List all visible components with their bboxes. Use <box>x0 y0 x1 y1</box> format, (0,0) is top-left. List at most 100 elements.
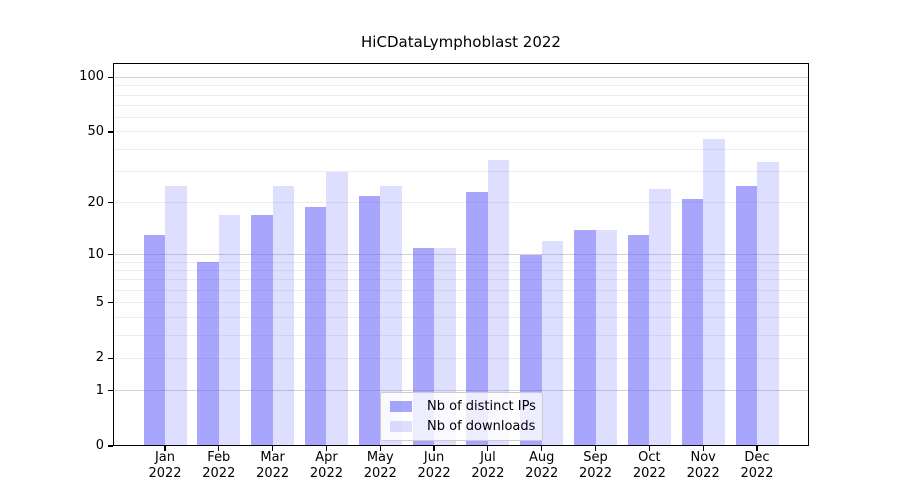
x-tick-label-may: May 2022 <box>352 450 408 481</box>
y-tick-label-0: 0 <box>95 438 104 453</box>
x-tick-year: 2022 <box>578 465 613 481</box>
x-tick-label-jul: Jul 2022 <box>460 450 516 481</box>
x-tick-month: Sep <box>583 450 608 465</box>
bar-ips-feb <box>197 262 219 446</box>
bar-ips-oct <box>627 235 650 446</box>
x-tick-month: Mar <box>260 450 285 465</box>
gridline-8 <box>113 270 809 272</box>
x-tick-year: 2022 <box>363 465 397 481</box>
x-tick-month: Dec <box>744 450 770 465</box>
bar-ips-may <box>358 195 381 446</box>
bar-downloads-sep <box>595 229 618 446</box>
y-tick-label-1: 1 <box>95 382 104 398</box>
legend-item-distinct-ips: Nb of distinct IPs <box>390 399 536 414</box>
bar-ips-jan <box>143 235 165 446</box>
y-tick-mark-5 <box>108 302 113 304</box>
legend-swatch-distinct-ips <box>390 401 412 412</box>
x-tick-year: 2022 <box>256 465 290 481</box>
bar-ips-sep <box>574 229 596 446</box>
x-tick-month: Apr <box>315 450 338 465</box>
x-tick-label-feb: Feb 2022 <box>191 450 247 481</box>
x-tick-year: 2022 <box>417 465 451 481</box>
x-tick-mark-dec <box>756 446 758 451</box>
gridline-2 <box>113 357 809 359</box>
y-tick-mark-2 <box>108 357 113 359</box>
x-tick-mark-nov <box>702 446 704 451</box>
x-tick-mark-oct <box>648 446 650 451</box>
x-tick-month: Aug <box>529 450 555 465</box>
y-tick-label-10: 10 <box>87 246 104 262</box>
x-tick-month: May <box>366 450 394 465</box>
x-tick-month: Jan <box>154 450 176 465</box>
x-tick-year: 2022 <box>202 465 236 481</box>
y-tick-label-20: 20 <box>87 194 104 210</box>
x-tick-mark-sep <box>594 446 597 451</box>
x-tick-mark-jan <box>164 446 166 451</box>
legend-label-downloads: Nb of downloads <box>427 419 536 434</box>
x-tick-mark-aug <box>541 446 543 451</box>
y-tick-mark-10 <box>108 253 113 256</box>
x-tick-mark-may <box>379 446 381 451</box>
bar-downloads-feb <box>218 215 241 446</box>
y-tick-mark-50 <box>108 131 113 133</box>
x-tick-label-mar: Mar 2022 <box>245 450 301 481</box>
bar-downloads-apr <box>326 171 348 446</box>
gridline-5 <box>113 302 809 304</box>
x-tick-label-nov: Nov 2022 <box>675 450 731 481</box>
bar-downloads-aug <box>541 241 564 446</box>
x-tick-label-jan: Jan 2022 <box>137 450 193 481</box>
gridline-10 <box>113 254 809 255</box>
y-tick-label-2: 2 <box>95 350 104 366</box>
x-tick-year: 2022 <box>686 465 720 481</box>
bar-ips-mar <box>251 215 273 446</box>
gridline-9 <box>113 261 809 263</box>
x-tick-label-jun: Jun 2022 <box>406 450 462 481</box>
bar-downloads-may <box>380 185 402 446</box>
bar-downloads-nov <box>703 138 725 446</box>
x-tick-label-apr: Apr 2022 <box>298 450 354 481</box>
bar-downloads-jan <box>165 185 187 446</box>
x-tick-mark-feb <box>218 446 220 451</box>
x-tick-year: 2022 <box>471 465 505 481</box>
gridline-90 <box>113 85 809 87</box>
legend-item-downloads: Nb of downloads <box>390 419 536 434</box>
x-tick-label-dec: Dec 2022 <box>729 450 785 481</box>
legend-label-distinct-ips: Nb of distinct IPs <box>427 399 536 414</box>
x-tick-year: 2022 <box>309 465 343 481</box>
x-tick-mark-jun <box>433 446 435 451</box>
gridline-60 <box>113 117 809 119</box>
gridline-6 <box>113 290 809 292</box>
y-tick-label-50: 50 <box>87 123 104 139</box>
x-tick-label-oct: Oct 2022 <box>621 450 677 481</box>
x-tick-mark-jul <box>487 446 489 451</box>
gridline-80 <box>113 94 809 96</box>
bar-ips-dec <box>735 185 757 446</box>
x-tick-year: 2022 <box>632 465 666 481</box>
y-tick-mark-100 <box>108 76 113 79</box>
gridline-30 <box>113 171 809 173</box>
x-tick-label-sep: Sep 2022 <box>568 450 624 481</box>
x-tick-month: Jun <box>423 450 445 465</box>
x-tick-label-aug: Aug 2022 <box>514 450 570 481</box>
x-tick-mark-mar <box>272 446 274 451</box>
gridline-4 <box>113 316 809 318</box>
gridline-70 <box>113 105 809 107</box>
x-tick-mark-apr <box>325 446 328 451</box>
bar-downloads-mar <box>272 185 295 446</box>
x-tick-year: 2022 <box>740 465 774 481</box>
gridline-50 <box>113 131 809 133</box>
gridline-1 <box>113 390 809 392</box>
bar-ips-jul <box>466 192 488 446</box>
x-tick-month: Oct <box>638 450 661 465</box>
chart-title: HiCDataLymphoblast 2022 <box>361 33 561 51</box>
y-tick-mark-1 <box>108 390 113 392</box>
x-tick-month: Nov <box>690 450 716 465</box>
bar-downloads-oct <box>649 188 671 446</box>
bar-ips-nov <box>681 199 704 446</box>
legend-swatch-downloads <box>390 421 412 432</box>
gridline-100 <box>113 76 809 78</box>
x-tick-month: Feb <box>207 450 231 465</box>
plot-area <box>113 63 809 446</box>
bar-downloads-dec <box>757 162 779 446</box>
